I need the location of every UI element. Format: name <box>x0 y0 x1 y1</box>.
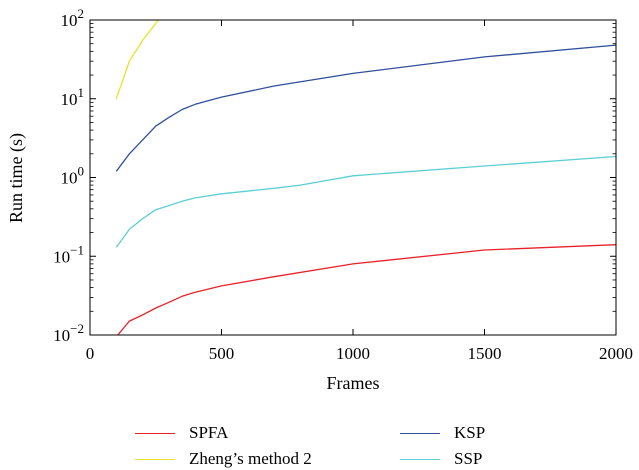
legend-item-ssp: SSP <box>400 449 482 469</box>
series-layer <box>115 20 616 335</box>
x-tick-label: 2000 <box>599 344 633 363</box>
series-line-3 <box>115 155 616 248</box>
x-axis-title: Frames <box>327 373 380 393</box>
legend-label-zheng: Zheng’s method 2 <box>189 449 312 468</box>
legend: SPFA Zheng’s method 2 KSP SSP <box>0 423 639 470</box>
series-line-2 <box>115 44 616 172</box>
y-tick-label: 10−1 <box>53 242 84 266</box>
legend-item-spfa: SPFA <box>135 423 228 443</box>
legend-swatch-ssp <box>400 458 440 460</box>
y-tick-label: 10−2 <box>53 321 84 345</box>
y-tick-label: 101 <box>61 85 85 109</box>
legend-swatch-spfa <box>135 432 175 434</box>
legend-label-ssp: SSP <box>454 449 483 468</box>
y-tick-label: 100 <box>61 164 85 188</box>
plot-frame <box>89 19 617 336</box>
legend-item-ksp: KSP <box>400 423 485 443</box>
x-tick-label: 1500 <box>468 344 502 363</box>
series-line-1 <box>115 20 159 100</box>
legend-item-zheng: Zheng’s method 2 <box>135 449 312 469</box>
run-time-chart: 0 500 1000 1500 2000 10−2 10−1 100 101 102 Frames… <box>6 6 633 393</box>
y-tick-label: 102 <box>61 6 85 30</box>
legend-swatch-zheng <box>135 458 175 460</box>
x-tick-label: 0 <box>86 344 95 363</box>
x-tick-label: 500 <box>209 344 235 363</box>
legend-label-ksp: KSP <box>454 423 486 442</box>
legend-label-spfa: SPFA <box>189 423 229 442</box>
y-axis-title: Run time (s) <box>6 133 27 223</box>
legend-swatch-ksp <box>400 432 440 434</box>
series-line-0 <box>116 244 616 335</box>
x-tick-label: 1000 <box>336 344 370 363</box>
ticks-layer: 0 500 1000 1500 2000 10−2 10−1 100 101 102 <box>53 6 633 363</box>
